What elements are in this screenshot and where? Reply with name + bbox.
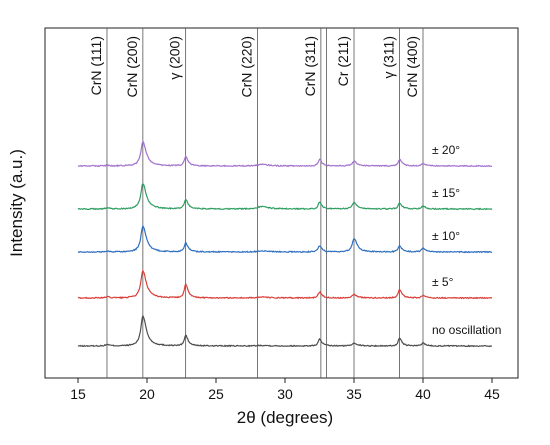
reference-label: Cr (211): [335, 36, 351, 86]
reference-lines: [106, 28, 424, 378]
series-label: ± 15°: [432, 186, 460, 200]
reference-label: γ (200): [167, 36, 183, 80]
series-label: ± 10°: [432, 229, 460, 243]
series-label: ± 20°: [432, 143, 460, 157]
series-labels: no oscillation ± 5° ± 10° ± 15° ± 20°: [432, 143, 501, 337]
series-label: ± 5°: [432, 275, 454, 289]
reference-label: CrN (220): [238, 36, 254, 97]
x-tick-label: 15: [70, 386, 86, 402]
x-tick-label: 25: [208, 386, 224, 402]
series-lines: [77, 140, 493, 348]
series-line: [77, 314, 493, 348]
x-tick-label: 40: [415, 386, 431, 402]
x-tick-label: 45: [484, 386, 500, 402]
reference-label: CrN (400): [404, 36, 420, 97]
reference-label: γ (311): [381, 36, 397, 79]
series-line: [77, 183, 493, 211]
x-axis-title: 2θ (degrees): [237, 408, 333, 427]
x-tick-label: 35: [346, 386, 362, 402]
series-label: no oscillation: [432, 323, 501, 337]
reference-label: CrN (200): [124, 36, 140, 97]
y-axis-title: Intensity (a.u.): [7, 149, 26, 257]
series-line: [77, 140, 493, 168]
reference-label: CrN (111): [88, 36, 104, 95]
x-axis-ticks: 15 20 25 30 35 40 45: [70, 378, 500, 402]
plot-frame: [44, 27, 519, 379]
x-tick-label: 20: [139, 386, 155, 402]
series-line: [77, 224, 493, 254]
reference-label: CrN (311): [302, 36, 318, 96]
series-line: [77, 269, 493, 300]
x-tick-label: 30: [277, 386, 293, 402]
reference-labels: CrN (111) CrN (200) γ (200) CrN (220) CrN (3…: [88, 36, 420, 97]
